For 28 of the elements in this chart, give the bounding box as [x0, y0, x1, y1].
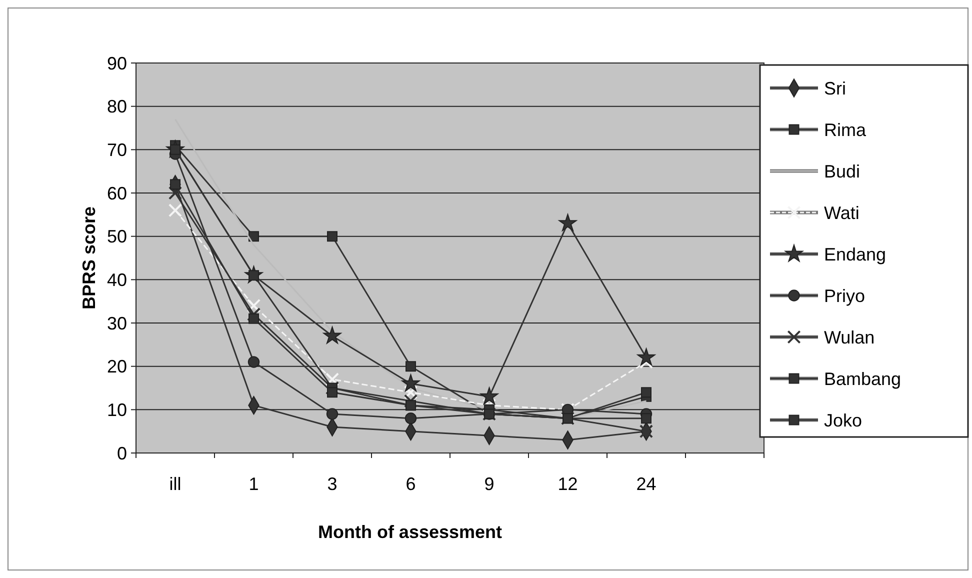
- y-tick-label: 60: [106, 183, 127, 204]
- legend-label: Joko: [824, 410, 862, 430]
- x-tick-label: 3: [327, 474, 338, 494]
- legend-label: Sri: [824, 78, 846, 98]
- y-tick-label: 30: [106, 313, 127, 334]
- y-tick-label: 20: [106, 356, 127, 377]
- x-tick-label: 1: [248, 474, 259, 494]
- legend-label: Bambang: [824, 368, 902, 389]
- legend-label: Wati: [824, 202, 860, 223]
- y-axis-title: BPRS score: [79, 206, 99, 310]
- x-tick-label: 12: [558, 474, 578, 494]
- y-tick-label: 80: [106, 96, 127, 117]
- legend-label: Priyo: [824, 286, 866, 306]
- x-tick-label: ill: [169, 474, 182, 494]
- y-tick-label: 0: [116, 443, 127, 464]
- y-tick-label: 10: [106, 400, 127, 420]
- x-tick-label: 6: [406, 474, 416, 494]
- x-tick-label: 24: [636, 474, 656, 494]
- y-tick-label: 70: [106, 140, 127, 160]
- y-tick-label: 50: [106, 226, 127, 247]
- legend-label: Endang: [824, 244, 886, 264]
- x-tick-label: 9: [484, 474, 494, 494]
- x-axis-title: Month of assessment: [318, 522, 502, 542]
- legend-label: Wulan: [824, 327, 875, 348]
- legend-label: Budi: [824, 161, 860, 182]
- y-tick-label: 40: [106, 270, 127, 290]
- y-tick-label: 90: [106, 53, 127, 74]
- legend-label: Rima: [824, 120, 867, 140]
